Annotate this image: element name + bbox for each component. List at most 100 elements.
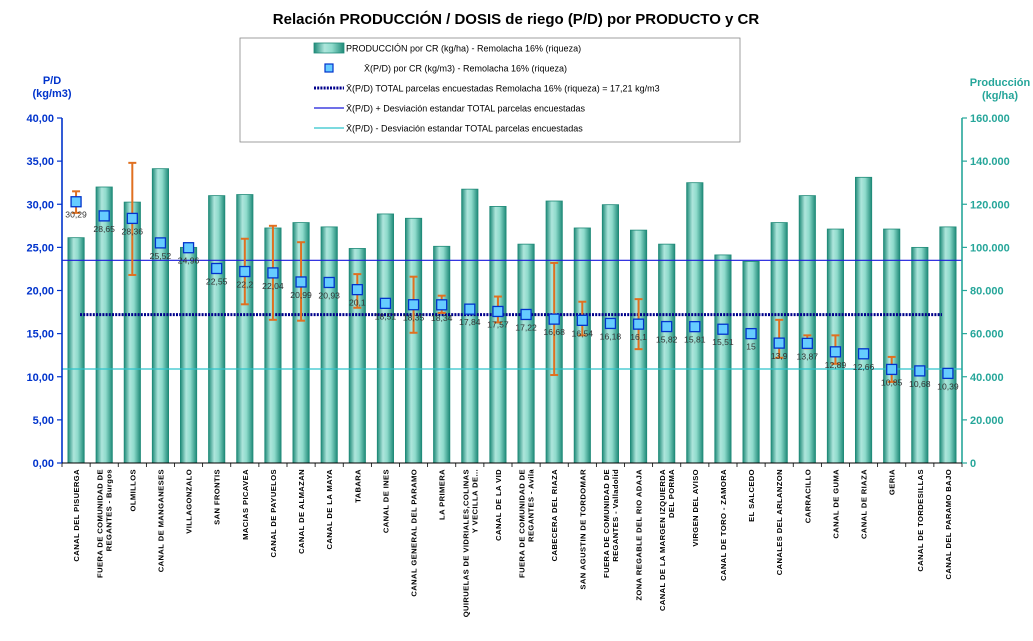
- legend-entry: X̄(P/D) - Desviación estandar TOTAL parc…: [346, 124, 583, 134]
- bar: [658, 243, 676, 464]
- category-label-line: CANAL DE TORO - ZAMORA: [719, 469, 728, 581]
- data-label: 24,96: [178, 256, 200, 266]
- category-label: CANAL DE LA MAYA: [325, 469, 334, 550]
- category-label-line: CANAL DEL PISUERGA: [72, 469, 81, 562]
- data-label: 30,29: [65, 210, 87, 220]
- category-label-line: SAN FRONTIS: [213, 469, 222, 525]
- point: [548, 313, 560, 325]
- point: [520, 308, 532, 321]
- category-label-line: CANALES DEL ARLANZON: [775, 469, 784, 575]
- left-tick-label: 30,00: [26, 199, 54, 211]
- point: [773, 337, 785, 349]
- right-tick-label: 60.000: [970, 329, 1004, 341]
- category-label-line: SAN AGUSTIN DE TORDOMAR: [578, 469, 587, 590]
- category-label: CABECERA DEL RIAZA: [550, 469, 559, 562]
- point: [661, 320, 673, 333]
- data-label: 18,34: [431, 313, 453, 323]
- category-label: SAN FRONTIS: [213, 469, 222, 525]
- point: [857, 348, 870, 360]
- bar: [405, 217, 423, 464]
- point: [576, 314, 588, 326]
- bar: [180, 246, 198, 464]
- point: [323, 276, 335, 289]
- data-label: 22,55: [206, 277, 228, 287]
- legend-symbol-marker: [324, 63, 334, 73]
- bar: [489, 206, 507, 464]
- left-tick-label: 40,00: [26, 113, 54, 125]
- data-label: 15: [746, 342, 756, 352]
- point: [267, 267, 279, 279]
- point: [182, 242, 195, 254]
- category-label-line: QUIRUELAS DE VIDRIALES,COLINAS: [461, 469, 470, 617]
- category-label-line: CANAL DE INES: [381, 469, 390, 533]
- data-label: 16,54: [572, 328, 594, 338]
- category-label: EL SALCEDO: [747, 469, 756, 522]
- category-label-line: FUERA DE COMUNIDAD DE: [602, 469, 611, 578]
- category-label: GERIA: [888, 469, 897, 495]
- bar: [742, 260, 760, 464]
- data-label: 15,82: [656, 335, 678, 345]
- category-label: VIRGEN DEL AVISO: [691, 469, 700, 547]
- category-label-line: MACIAS PICAVEA: [241, 469, 250, 540]
- category-label-line: FUERA DE COMUNIDAD DE: [518, 469, 527, 578]
- point: [492, 305, 504, 318]
- legend: PRODUCCIÓN por CR (kg/ha) - Remolacha 16…: [239, 37, 741, 143]
- category-label-line: CANAL DE MANGANESES: [156, 469, 165, 572]
- category-label-line: ZONA REGABLE DEL RIO ADAJA: [635, 469, 644, 601]
- category-label-line: DEL PORMA: [667, 469, 676, 518]
- point: [379, 297, 392, 310]
- point: [464, 303, 476, 315]
- category-label-line: REGANTES - Valladolid: [611, 469, 620, 562]
- markers: [70, 196, 954, 380]
- category-label: CANAL DE ALMAZAN: [297, 469, 306, 554]
- category-label-line: VIRGEN DEL AVISO: [691, 469, 700, 547]
- category-label: CANAL DEL PISUERGA: [72, 469, 81, 562]
- data-label: 22,04: [262, 281, 284, 291]
- category-label-line: CABECERA DEL RIAZA: [550, 469, 559, 562]
- point: [295, 276, 307, 288]
- bar: [517, 243, 535, 464]
- category-label-line: CANAL GENERAL DEL PARAMO: [410, 469, 419, 597]
- point: [436, 299, 448, 311]
- data-label: 10,39: [937, 381, 959, 391]
- bar: [376, 213, 394, 464]
- category-label: TABARA: [353, 469, 362, 503]
- data-label: 16,68: [543, 327, 565, 337]
- left-tick-label: 20,00: [26, 286, 54, 298]
- data-label: 17,57: [487, 319, 509, 329]
- category-label: FUERA DE COMUNIDAD DEREGANTES - Burgos: [96, 469, 114, 578]
- category-label-line: Y VECILLA DE...: [470, 469, 479, 533]
- y-left-axis-label: P/D(kg/m3): [32, 75, 71, 100]
- point: [351, 283, 363, 296]
- bar: [911, 246, 929, 464]
- category-label: CANAL DE TORO - ZAMORA: [719, 469, 728, 581]
- y-right-label-line: Producción: [970, 77, 1031, 89]
- data-label: 10,68: [909, 379, 931, 389]
- left-tick-label: 25,00: [26, 242, 54, 254]
- right-tick-label: 160.000: [970, 113, 1010, 125]
- bar: [939, 226, 957, 464]
- left-tick-label: 10,00: [26, 372, 54, 384]
- category-label: ZONA REGABLE DEL RIO ADAJA: [635, 469, 644, 601]
- right-tick-label: 40.000: [970, 372, 1004, 384]
- category-label-line: CANAL DE LA VID: [494, 469, 503, 541]
- point: [632, 318, 645, 330]
- data-label: 15,51: [712, 337, 734, 347]
- category-label: CANAL DE TORDESILLAS: [916, 469, 925, 572]
- left-tick-label: 5,00: [33, 415, 54, 427]
- point: [717, 323, 729, 335]
- category-label-line: CARRACILLO: [803, 469, 812, 523]
- legend-entry: X̄(P/D) TOTAL parcelas encuestadas Remol…: [346, 84, 660, 94]
- data-label: 20,99: [290, 290, 312, 300]
- y-left-label-line: P/D: [43, 75, 61, 87]
- category-label: LA PRIMERA: [438, 469, 447, 520]
- category-label: CANAL DEL PARAMO BAJO: [944, 469, 953, 580]
- category-label: CANAL DE INES: [381, 469, 390, 533]
- legend-entry: PRODUCCIÓN por CR (kg/ha) - Remolacha 16…: [346, 44, 581, 54]
- category-label: SAN AGUSTIN DE TORDOMAR: [578, 469, 587, 590]
- data-label: 12,89: [825, 360, 847, 370]
- bar: [433, 245, 451, 464]
- point: [942, 367, 954, 380]
- category-label-line: CANAL DE PAYUELOS: [269, 469, 278, 558]
